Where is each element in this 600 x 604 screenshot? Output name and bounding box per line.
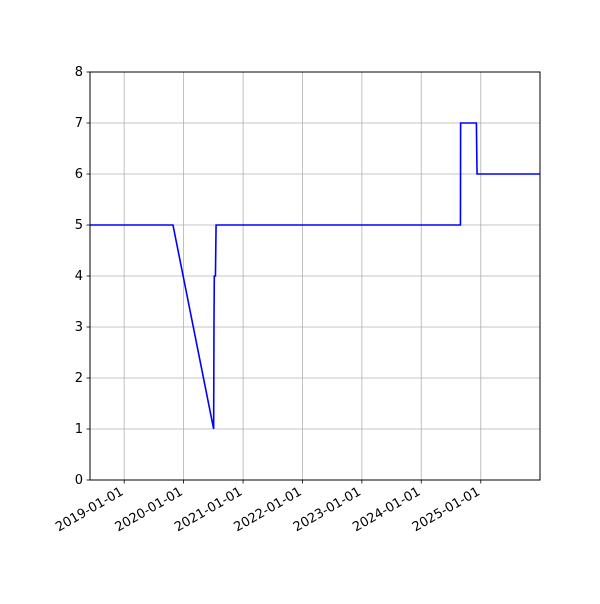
y-tick-label: 4 bbox=[75, 269, 83, 284]
y-tick-label: 0 bbox=[75, 473, 83, 488]
y-tick-label: 2 bbox=[75, 371, 83, 386]
y-tick-label: 6 bbox=[75, 167, 83, 182]
y-tick-label: 3 bbox=[75, 320, 83, 335]
y-tick-label: 7 bbox=[75, 116, 83, 131]
y-tick-label: 8 bbox=[75, 65, 83, 80]
y-tick-label: 1 bbox=[75, 422, 83, 437]
series-layer bbox=[90, 122, 540, 430]
y-tick-label: 5 bbox=[75, 218, 83, 233]
series-line-0 bbox=[90, 122, 540, 430]
